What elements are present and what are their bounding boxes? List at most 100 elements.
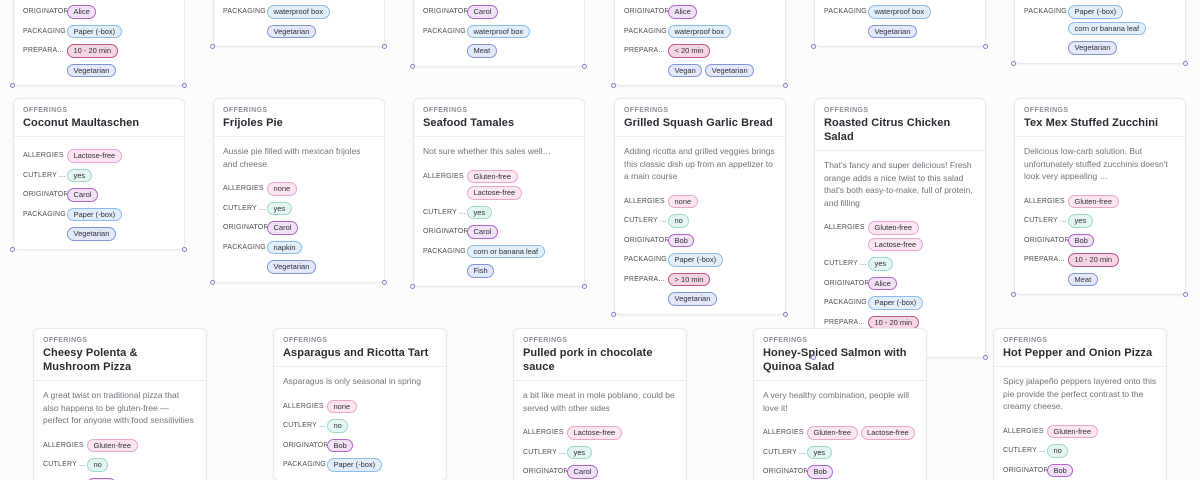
offering-card[interactable]: ORIGINATOR Alice PACKAGING waterproof box PR… <box>614 0 786 86</box>
field-row: ALLERGIES Gluten-free <box>43 438 197 452</box>
resize-handle-left[interactable] <box>210 280 215 285</box>
tag-list: Gluten-free Lactose-free <box>807 426 916 440</box>
resize-handle-right[interactable] <box>382 280 387 285</box>
field-list: ALLERGIES none CUTLERY ... no ORIGINATOR Bob P… <box>624 194 776 306</box>
field-label: CUTLERY ... <box>283 422 326 429</box>
offering-card[interactable]: ORIGINATOR Carol PACKAGING waterproof box Me… <box>413 0 585 67</box>
tag-list: 10 - 20 min <box>868 315 919 329</box>
offering-card[interactable]: OFFERINGS Tex Mex Stuffed Zucchini Delicio… <box>1014 98 1186 295</box>
tag-list: < 20 min <box>668 44 710 58</box>
offering-card[interactable]: PACKAGING Paper (-box) corn or banana leaf… <box>1014 0 1186 64</box>
resize-handle-left[interactable] <box>410 284 415 289</box>
offering-card[interactable]: OFFERINGS Coconut Maultaschen ALLERGIES Lac… <box>13 98 185 250</box>
field-label: ALLERGIES <box>423 172 464 180</box>
tag-pill: Bob <box>1047 463 1074 477</box>
field-label: PREPARA... <box>23 47 64 54</box>
resize-handle-left[interactable] <box>811 44 816 49</box>
tag-list: yes <box>868 257 893 271</box>
field-label: CUTLERY ... <box>523 448 566 456</box>
resize-handle-left[interactable] <box>811 355 816 360</box>
field-row: CUTLERY ... no <box>43 458 197 472</box>
resize-handle-right[interactable] <box>582 284 587 289</box>
tag-pill: 10 - 20 min <box>1068 253 1119 267</box>
tag-pill: Gluten-free <box>1047 424 1098 438</box>
field-label: ORIGINATOR <box>23 8 67 15</box>
offering-card[interactable]: PACKAGING waterproof box Vegetarian <box>814 0 986 47</box>
card-title: Honey-Spiced Salmon with Quinoa Salad <box>763 347 907 373</box>
field-label: ORIGINATOR <box>824 279 868 287</box>
field-label: ORIGINATOR <box>423 8 467 15</box>
offering-card[interactable]: OFFERINGS Honey-Spiced Salmon with Quinoa… <box>753 328 927 480</box>
tag-pill: waterproof box <box>467 24 530 38</box>
offering-card[interactable]: OFFERINGS Frijoles Pie Aussie pie filled w… <box>213 98 385 283</box>
card-title: Coconut Maultaschen <box>23 117 140 129</box>
resize-handle-right[interactable] <box>783 312 788 317</box>
field-label: ALLERGIES <box>283 402 324 410</box>
offering-card[interactable]: OFFERINGS Grilled Squash Garlic Bread Addi… <box>614 98 786 315</box>
tag-list: no <box>87 458 109 472</box>
tag-list: no <box>1047 444 1069 458</box>
offering-card[interactable]: OFFERINGS Asparagus and Ricotta Tart Aspar… <box>273 328 447 480</box>
resize-handle-right[interactable] <box>983 44 988 49</box>
field-row: ALLERGIES Gluten-free Lactose-free <box>763 426 917 440</box>
field-label: PREPARA... <box>624 275 665 283</box>
tag-list: Vegetarian <box>1068 41 1117 55</box>
field-row: ALLERGIES Gluten-free <box>1024 194 1176 208</box>
resize-handle-right[interactable] <box>983 355 988 360</box>
resize-handle-right[interactable] <box>182 247 187 252</box>
resize-handle-left[interactable] <box>10 247 15 252</box>
tag-pill: Lactose-free <box>567 426 622 440</box>
resize-handle-right[interactable] <box>1183 61 1188 66</box>
resize-handle-left[interactable] <box>1011 61 1016 66</box>
resize-handle-right[interactable] <box>182 83 187 88</box>
offering-card[interactable]: OFFERINGS Hot Pepper and Onion Pizza Spicy… <box>993 328 1167 480</box>
offering-card[interactable]: ORIGINATOR Alice PACKAGING Paper (-box) PREP… <box>13 0 185 86</box>
field-label: CUTLERY ... <box>23 171 66 179</box>
tag-pill: waterproof box <box>267 5 330 19</box>
tag-pill: waterproof box <box>668 24 731 38</box>
resize-handle-left[interactable] <box>10 83 15 88</box>
field-row: ORIGINATOR Bob <box>283 438 437 452</box>
offering-card[interactable]: OFFERINGS Pulled pork in chocolate sauce a… <box>513 328 687 480</box>
resize-handle-right[interactable] <box>582 64 587 69</box>
field-row: Vegan Vegetarian <box>624 63 776 77</box>
resize-handle-left[interactable] <box>210 44 215 49</box>
tag-pill: corn or banana leaf <box>467 244 545 258</box>
tag-pill: waterproof box <box>868 5 931 19</box>
offering-card[interactable]: PACKAGING waterproof box Vegetarian <box>213 0 385 47</box>
offerings-label: OFFERINGS <box>624 107 669 114</box>
title-divider <box>615 136 785 137</box>
field-label: PACKAGING <box>23 27 66 35</box>
resize-handle-left[interactable] <box>611 83 616 88</box>
field-list: ALLERGIES none CUTLERY ... no ORIGINATOR Bob P… <box>283 399 437 472</box>
field-label: PREPARA... <box>624 47 665 54</box>
resize-handle-right[interactable] <box>382 44 387 49</box>
tag-list: Meat <box>467 44 497 58</box>
tag-pill: none <box>267 182 297 196</box>
resize-handle-right[interactable] <box>783 83 788 88</box>
field-label: CUTLERY ... <box>43 461 86 468</box>
tag-pill: Alice <box>868 276 898 290</box>
card-title: Roasted Citrus Chicken Salad <box>824 117 951 143</box>
tag-pill: Gluten-free <box>807 426 858 440</box>
field-row: ALLERGIES none <box>283 399 437 413</box>
resize-handle-left[interactable] <box>611 312 616 317</box>
field-label <box>824 25 868 28</box>
offering-card[interactable]: OFFERINGS Cheesy Polenta & Mushroom Pizza… <box>33 328 207 480</box>
resize-handle-left[interactable] <box>410 64 415 69</box>
field-row: ORIGINATOR Carol <box>223 221 375 235</box>
tag-pill: Paper (-box) <box>868 296 923 310</box>
offering-card[interactable]: OFFERINGS Roasted Citrus Chicken Salad Tha… <box>814 98 986 358</box>
offerings-label: OFFERINGS <box>763 337 808 344</box>
tag-list: Vegetarian <box>267 260 316 274</box>
field-row: ALLERGIES Gluten-free <box>1003 424 1157 438</box>
tag-pill: Alice <box>67 5 97 19</box>
field-row: PREPARA... 10 - 20 min <box>824 315 976 329</box>
tag-pill: Paper (-box) <box>668 253 723 267</box>
resize-handle-left[interactable] <box>1011 292 1016 297</box>
offering-card[interactable]: OFFERINGS Seafood Tamales Not sure whether… <box>413 98 585 287</box>
resize-handle-right[interactable] <box>1183 292 1188 297</box>
tag-list: Bob <box>1068 233 1095 247</box>
